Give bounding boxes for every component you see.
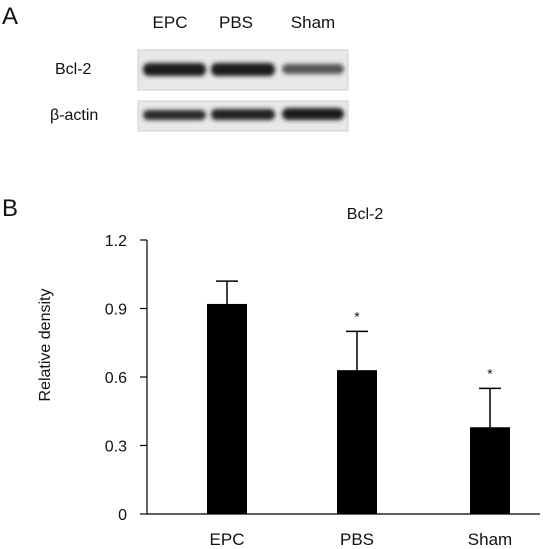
- bars: **: [207, 280, 510, 514]
- blot-bands-bcl2: [143, 63, 344, 76]
- chart-title: Bcl-2: [347, 206, 384, 223]
- bar-pbs: [337, 370, 377, 514]
- lane-label-sham: Sham: [291, 13, 335, 32]
- x-tick-label-sham: Sham: [468, 530, 512, 549]
- significance-marker: *: [354, 308, 360, 324]
- bar-epc: [207, 303, 247, 514]
- bar-chart: 00.30.60.91.2 EPC PBS Sham **: [105, 233, 540, 549]
- y-axis-ticks: 0 0.3 0.6 0.9 1.2: [105, 233, 147, 524]
- y-axis-label: Relative density: [37, 289, 54, 402]
- x-tick-label-epc: EPC: [210, 530, 245, 549]
- band-actin-pbs: [211, 109, 275, 120]
- lane-label-epc: EPC: [153, 13, 188, 32]
- band-actin-epc: [143, 110, 206, 120]
- band-bcl2-pbs: [211, 63, 275, 76]
- band-bcl2-sham: [282, 64, 344, 74]
- significance-marker: *: [487, 365, 493, 381]
- blot-row-label-actin: β-actin: [50, 107, 98, 124]
- blot-row-label-bcl2: Bcl-2: [55, 61, 92, 78]
- x-axis-ticks: EPC PBS Sham: [210, 530, 513, 549]
- x-tick-label-pbs: PBS: [340, 530, 374, 549]
- y-tick-label: 0.9: [105, 302, 127, 319]
- panel-b-label: B: [2, 195, 18, 222]
- y-tick-label: 0.3: [105, 439, 127, 456]
- band-bcl2-epc: [143, 63, 206, 76]
- y-tick-label: 0: [118, 507, 127, 524]
- lane-label-pbs: PBS: [219, 13, 253, 32]
- y-tick-label: 1.2: [105, 233, 127, 250]
- blot-lane-labels: EPC PBS Sham: [153, 13, 336, 32]
- blot-bands-actin: [143, 108, 344, 120]
- band-actin-sham: [282, 108, 344, 120]
- bar-sham: [470, 427, 510, 514]
- panel-a-label: A: [2, 3, 18, 30]
- y-tick-label: 0.6: [105, 370, 127, 387]
